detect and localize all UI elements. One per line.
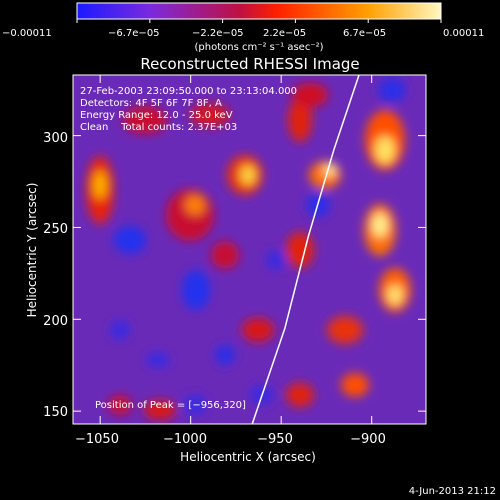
x-tick-label-2: −950 [257,432,293,447]
colorbar-ticks [77,19,441,23]
y-tick-label-3: 300 [43,131,68,146]
y-tick-label-2: 250 [43,222,68,237]
y-axis-label: Heliocentric Y (arcsec) [25,183,39,318]
annotation-peak: Position of Peak = [−956,320] [95,400,246,411]
annotation-time: 27-Feb-2003 23:09:50.000 to 23:13:04.000 [80,86,297,97]
colorbar-tick-label-5: 0.00011 [443,28,484,39]
colorbar-tick-label-2: −2.2e−05 [192,28,244,39]
x-tick-label-1: −1000 [163,432,207,447]
annotation-energy: Energy Range: 12.0 - 25.0 keV [80,110,233,121]
x-tick-label-0: −1050 [75,432,119,447]
x-tick-label-3: −900 [350,432,386,447]
chart-title: Reconstructed RHESSI Image [140,55,359,73]
colorbar-tick-label-0: −0.00011 [2,28,52,39]
colorbar [77,3,441,19]
annotation-clean: Clean Total counts: 2.37E+03 [80,122,237,133]
x-axis-label: Heliocentric X (arcsec) [180,450,316,464]
colorbar-unit-label: (photons cm⁻² s⁻¹ asec⁻²) [194,42,323,53]
y-tick-label-1: 200 [43,314,68,329]
annotation-detectors: Detectors: 4F 5F 6F 7F 8F, A [80,98,222,109]
colorbar-tick-label-1: −6.7e−05 [108,28,160,39]
colorbar-tick-label-3: 2.2e−05 [263,28,306,39]
footer-timestamp: 4-Jun-2013 21:12 [409,486,496,497]
colorbar-tick-label-4: 6.7e−05 [343,28,386,39]
y-tick-label-0: 150 [43,405,68,420]
